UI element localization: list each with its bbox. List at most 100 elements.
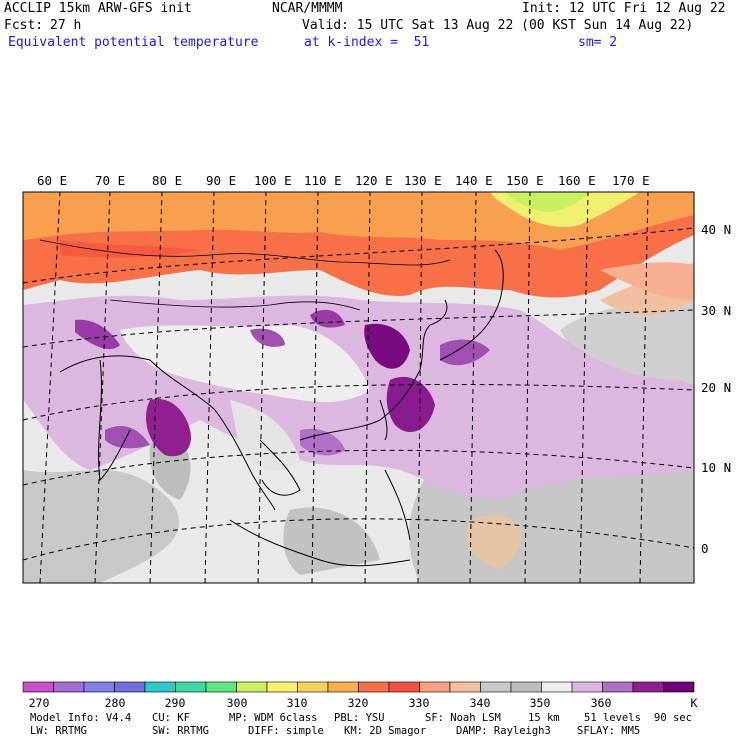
lon-label: 60 E (37, 173, 68, 188)
valid-time: Valid: 15 UTC Sat 13 Aug 22 (00 KST Sun … (302, 18, 694, 33)
colorbar-label: 310 (286, 696, 308, 710)
colorbar-swatch (327, 681, 359, 693)
colorbar-swatch (144, 681, 176, 693)
coastline (439, 249, 504, 361)
diffusion-option: DIFF: simple (248, 725, 324, 737)
smoothing: sm= 2 (578, 35, 618, 50)
lon-label: 140 E (455, 173, 493, 188)
lon-label: 170 E (612, 173, 650, 188)
longwave-scheme: LW: RRTMG (30, 725, 87, 737)
surface-layer-scheme: SFLAY: MM5 (577, 725, 641, 737)
colorbar-label: 330 (408, 696, 430, 710)
field-patch (505, 192, 590, 212)
coastline (299, 299, 448, 441)
lon-label: 120 E (355, 173, 393, 188)
lon-label: 160 E (558, 173, 596, 188)
coastline (229, 519, 411, 567)
field-patch (300, 428, 345, 456)
field-patch (250, 328, 285, 347)
field-patch (386, 376, 435, 433)
vertical-levels: 51 levels (584, 712, 641, 724)
lat-label: 0 (701, 541, 709, 556)
colorbar-label: 360 (590, 696, 612, 710)
field-patch (600, 262, 694, 300)
coastline (379, 399, 388, 441)
forecast-label: Fcst: (4, 18, 44, 33)
lat-label: 10 N (701, 460, 732, 475)
colorbar-label: 320 (347, 696, 369, 710)
lat-label: 40 N (701, 222, 732, 237)
colorbar-swatch (114, 681, 146, 693)
field-patch (440, 339, 490, 366)
field-patch (120, 325, 370, 402)
colorbar-swatch (205, 681, 237, 693)
colorbar-swatch (510, 681, 542, 693)
colorbar-swatch (602, 681, 634, 693)
coastline (98, 359, 131, 482)
lon-label: 90 E (206, 173, 237, 188)
grid-resolution: 15 km (528, 712, 560, 724)
model-info: Model Info: V4.4 (30, 712, 132, 724)
field-patch (23, 470, 180, 583)
colorbar-label: 350 (529, 696, 551, 710)
colorbar-swatch (449, 681, 481, 693)
lat-label: 30 N (701, 303, 732, 318)
colorbar-swatch (571, 681, 603, 693)
lon-label: 150 E (506, 173, 544, 188)
field-patch (466, 514, 522, 570)
colorbar-label: 290 (164, 696, 186, 710)
colorbar-swatch (358, 681, 390, 693)
field-patch (283, 507, 380, 575)
map-frame (22, 191, 695, 584)
field-patch (145, 399, 191, 457)
coastline (384, 469, 411, 541)
lon-label: 70 E (95, 173, 126, 188)
coastline (59, 355, 276, 511)
pbl-scheme: PBL: YSU (334, 712, 385, 724)
colorbar-label: 280 (104, 696, 126, 710)
field-patch (105, 425, 150, 449)
cumulus-scheme: CU: KF (152, 712, 190, 724)
lat-label: 20 N (701, 380, 732, 395)
colorbar-swatch (419, 681, 451, 693)
field-patch (310, 309, 345, 328)
damping-option: DAMP: Rayleigh3 (456, 725, 551, 737)
shortwave-scheme: SW: RRTMG (152, 725, 209, 737)
colorbar-label: 340 (469, 696, 491, 710)
border-line (109, 299, 361, 311)
colorbar (22, 681, 695, 693)
time-step: 90 sec (654, 712, 692, 724)
colorbar-label: 270 (28, 696, 50, 710)
colorbar-swatch (83, 681, 115, 693)
colorbar-swatch (480, 681, 512, 693)
microphysics-scheme: MP: WDM 6class (229, 712, 318, 724)
colorbar-swatch (175, 681, 207, 693)
colorbar-swatch (632, 681, 664, 693)
field-patch (75, 319, 120, 350)
org-label: NCAR/MMMM (272, 1, 343, 16)
field-patch (364, 323, 410, 369)
colorbar-swatch (266, 681, 298, 693)
lon-label: 130 E (404, 173, 442, 188)
colorbar-swatch (297, 681, 329, 693)
lon-label: 110 E (304, 173, 342, 188)
colorbar-swatch (388, 681, 420, 693)
map-field (23, 192, 694, 583)
colorbar-label: 300 (226, 696, 248, 710)
lon-label: 100 E (254, 173, 292, 188)
colorbar-swatch (236, 681, 268, 693)
field-name: Equivalent potential temperature (8, 35, 259, 50)
colorbar-unit: K (690, 696, 698, 710)
colorbar-swatch (541, 681, 573, 693)
surface-scheme: SF: Noah LSM (425, 712, 501, 724)
lon-label: 80 E (152, 173, 183, 188)
colorbar-swatch (22, 681, 54, 693)
k-index: at k-index = 51 (304, 35, 430, 50)
graticule (23, 192, 694, 583)
init-time: Init: 12 UTC Fri 12 Aug 22 (522, 1, 726, 16)
border-line (39, 239, 451, 266)
colorbar-swatch (53, 681, 85, 693)
coastline (259, 439, 301, 496)
field-patch (60, 240, 200, 258)
